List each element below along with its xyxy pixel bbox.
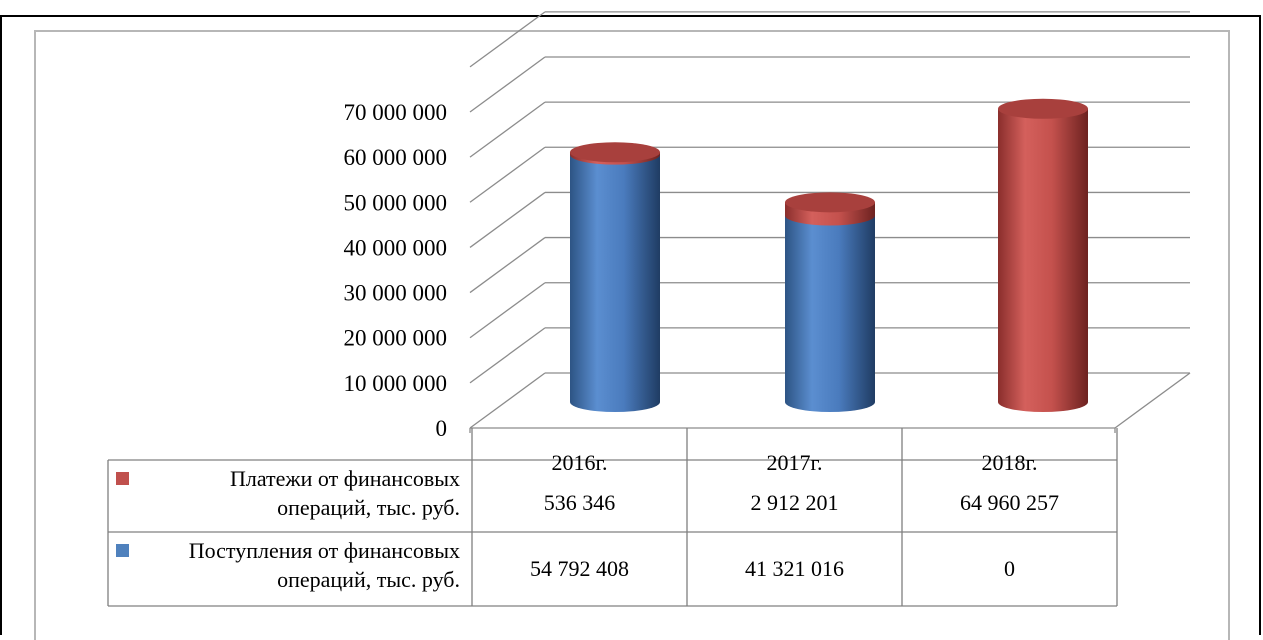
table-value: 41 321 016 [745, 556, 844, 581]
table-value: 64 960 257 [960, 490, 1059, 515]
bar-receipts [570, 154, 660, 412]
chart-area-border [34, 30, 1230, 640]
category-label: 2016г. [551, 450, 607, 475]
category-label: 2018г. [981, 450, 1037, 475]
bar-layer [570, 98, 1088, 412]
y-axis-ticks: 0 10 000 000 20 000 000 30 000 000 40 000 00… [344, 100, 448, 441]
table-value: 0 [1004, 556, 1015, 581]
table-value: 54 792 408 [530, 556, 629, 581]
y-tick-label: 40 000 000 [344, 235, 448, 260]
legend-label: операций, тыс. руб. [277, 495, 460, 520]
gridline-side [469, 372, 546, 429]
bar-top-cap [570, 142, 660, 163]
legend-label: Платежи от финансовых [230, 466, 460, 491]
gridline-side [469, 11, 546, 68]
y-tick-label: 50 000 000 [344, 190, 448, 215]
table-value: 2 912 201 [751, 490, 839, 515]
outer-frame [0, 15, 1261, 635]
gridline-side [469, 237, 546, 294]
y-tick-label: 70 000 000 [344, 100, 448, 125]
legend-label: операций, тыс. руб. [277, 567, 460, 592]
gridline-side [469, 191, 546, 248]
legend-label: Поступления от финансовых [189, 538, 460, 563]
bar-top-cap [998, 98, 1088, 119]
legend-swatch [116, 472, 129, 485]
gridline-side [469, 327, 546, 384]
category-label: 2017г. [766, 450, 822, 475]
legend-swatch [116, 544, 129, 557]
bar-top-cap [785, 192, 875, 213]
data-table: 2016г. 2017г. 2018г. Платежи от финансовых о… [107, 428, 1118, 607]
gridline-side [469, 101, 546, 158]
table-value: 536 346 [544, 490, 616, 515]
bar-receipts [785, 215, 875, 412]
y-tick-label: 30 000 000 [344, 281, 448, 306]
gridline-side [469, 282, 546, 339]
gridline-side [469, 56, 546, 113]
gridline-side [469, 146, 546, 203]
y-tick-label: 60 000 000 [344, 145, 448, 170]
y-tick-label: 0 [436, 416, 448, 441]
y-tick-label: 20 000 000 [344, 326, 448, 351]
floor-right-edge [1114, 372, 1191, 429]
y-tick-label: 10 000 000 [344, 371, 448, 396]
bar-payments [998, 108, 1088, 412]
